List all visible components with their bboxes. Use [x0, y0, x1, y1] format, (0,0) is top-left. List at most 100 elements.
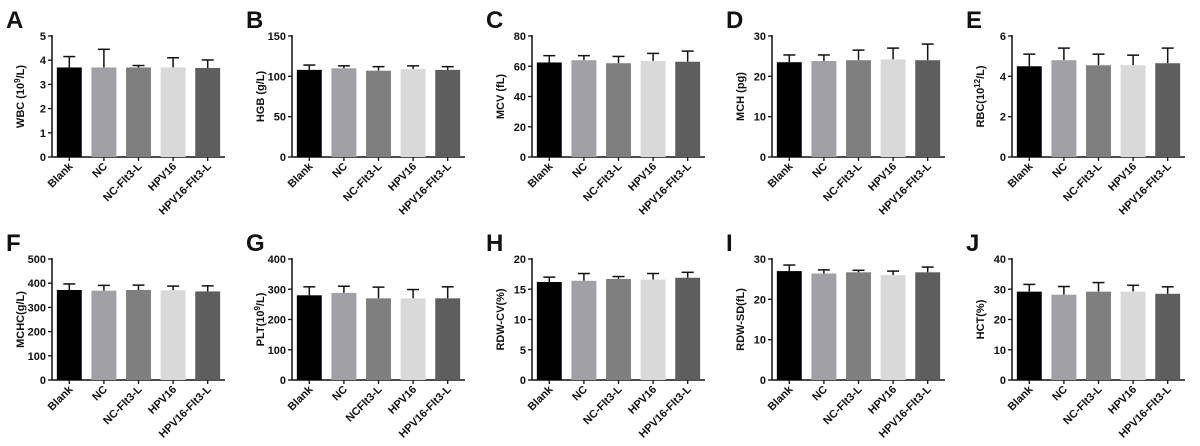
x-tick-label: HPV16 [386, 384, 419, 417]
y-tick-label: 20 [994, 315, 1006, 327]
y-axis-label-text: PLT(10 [255, 311, 267, 347]
panel-letter: F [6, 230, 21, 257]
x-tick-label: NC [570, 161, 590, 181]
bar-hpv16 [160, 67, 186, 157]
x-tick-label: NC [90, 161, 110, 181]
bar-blank [776, 62, 802, 157]
y-tick-label: 400 [28, 278, 46, 290]
x-tick-label: HPV16 [626, 161, 659, 194]
x-tick-label: HPV16 [386, 161, 419, 194]
bar-nc [571, 280, 597, 380]
panel-letter: G [246, 230, 265, 257]
y-tick-label: 300 [28, 302, 46, 314]
x-tick-label: HPV16 [866, 384, 899, 417]
y-tick-label: 150 [268, 31, 286, 43]
bar-nc-flt3-l [1086, 291, 1111, 380]
bar-hpv16-flt3-l [195, 291, 221, 380]
y-tick-label: 10 [754, 112, 766, 124]
y-tick-label: 80 [514, 31, 526, 43]
y-axis-label-text: HCT(%) [975, 299, 987, 339]
y-axis-label-text: RDW-SD(fL) [735, 288, 747, 351]
panel-letter: H [486, 230, 503, 257]
y-tick-label: 100 [28, 351, 46, 363]
x-tick-label: HPV16 [146, 161, 179, 194]
y-tick-label: 300 [268, 284, 286, 296]
bar-nc-flt3-l [606, 278, 631, 380]
y-tick-label: 100 [268, 71, 286, 83]
y-tick-label: 500 [28, 254, 46, 266]
bar-nc [331, 292, 357, 380]
bar-blank [536, 281, 562, 380]
x-tick-label: Blank [286, 160, 316, 190]
bar-hpv16-flt3-l [915, 60, 941, 158]
y-tick-label: 10 [994, 345, 1006, 357]
y-axis-label: RDW-SD(fL) [735, 288, 747, 351]
y-tick-label: 200 [28, 327, 46, 339]
y-axis-label: PLT(109/L) [253, 292, 268, 346]
y-axis-label: WBC (109/L) [13, 65, 28, 128]
y-tick-label: 2 [40, 104, 46, 116]
bar-hpv16 [640, 60, 666, 157]
bar-hpv16-flt3-l [675, 61, 701, 157]
y-tick-label: 0 [760, 375, 766, 387]
x-tick-label: NC [1050, 161, 1070, 181]
y-tick-label: 0 [280, 152, 286, 164]
x-tick-label: NC [330, 161, 350, 181]
bar-nc-flt3-l [366, 70, 391, 157]
y-tick-label: 6 [1000, 31, 1006, 43]
x-tick-label: HPV16 [626, 384, 659, 417]
y-tick-label: 5 [520, 345, 526, 357]
y-tick-label: 40 [514, 92, 526, 104]
x-tick-label: NC [90, 384, 110, 404]
y-axis-label: RBC(1012/L) [973, 65, 988, 127]
bar-blank [56, 67, 82, 157]
y-axis-label-unit: /L) [975, 65, 987, 79]
y-tick-label: 0 [1000, 375, 1006, 387]
x-tick-label: Blank [526, 383, 556, 413]
bar-blank [776, 271, 802, 380]
x-tick-label: Blank [286, 383, 316, 413]
bar-blank [1016, 291, 1042, 380]
y-tick-label: 20 [754, 71, 766, 83]
x-tick-label: Blank [526, 160, 556, 190]
y-tick-label: 0 [520, 375, 526, 387]
bar-ncflt3-l [366, 298, 391, 380]
y-tick-label: 30 [754, 254, 766, 266]
y-tick-label: 0 [40, 152, 46, 164]
bar-hpv16 [400, 298, 426, 380]
x-tick-label: Blank [1006, 383, 1036, 413]
y-tick-label: 15 [514, 284, 526, 296]
bar-nc-flt3-l [1086, 65, 1111, 157]
y-tick-label: 10 [754, 335, 766, 347]
bar-nc [91, 67, 117, 157]
bar-blank [296, 69, 322, 157]
y-axis-label-unit: /L) [15, 65, 27, 79]
y-tick-label: 10 [514, 315, 526, 327]
x-tick-label: NCFlt3-L [344, 383, 385, 424]
x-tick-label: HPV16 [1106, 161, 1139, 194]
y-axis-label-text: RBC(10 [975, 88, 987, 128]
y-tick-label: 0 [280, 375, 286, 387]
bar-hpv16 [1120, 65, 1146, 157]
bar-blank [536, 62, 562, 157]
y-axis-label-superscript: 9 [253, 306, 262, 311]
x-tick-label: NC [810, 161, 830, 181]
panel-letter: I [726, 230, 733, 257]
y-axis-label-text: MCHC(g/L) [15, 291, 27, 348]
bar-nc-flt3-l [846, 60, 871, 158]
y-tick-label: 0 [760, 152, 766, 164]
y-tick-label: 2 [1000, 112, 1006, 124]
x-tick-label: NC [810, 384, 830, 404]
x-tick-label: HPV16 [146, 384, 179, 417]
bar-hpv16-flt3-l [675, 277, 701, 380]
bar-hpv16 [880, 59, 906, 157]
x-tick-label: Blank [766, 383, 796, 413]
